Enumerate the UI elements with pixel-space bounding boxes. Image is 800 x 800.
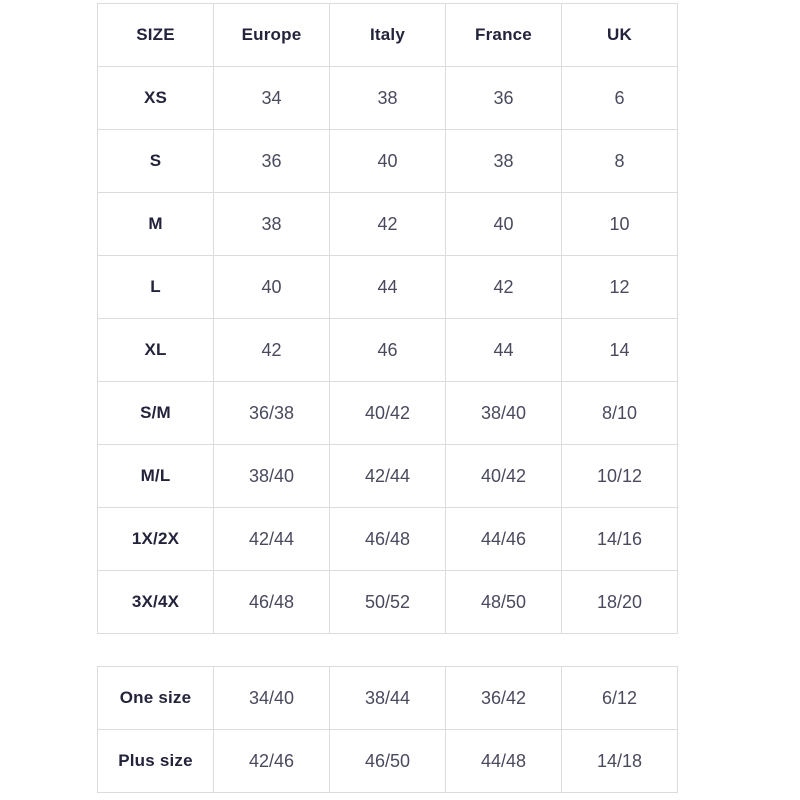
size-value-cell: 38/40 [445, 381, 562, 445]
size-value-cell: 36 [213, 129, 330, 193]
size-conversion-table: SIZE Europe Italy France UK XS 34 38 36 6 S 36 40 38… [97, 3, 678, 634]
size-value-cell: 42 [445, 255, 562, 319]
column-header-size: SIZE [97, 3, 214, 67]
size-value-cell: 38/40 [213, 444, 330, 508]
size-value-cell: 44/48 [445, 729, 562, 793]
size-value-cell: 40 [445, 192, 562, 256]
size-value-cell: 42/44 [213, 507, 330, 571]
size-conversion-table-header: SIZE Europe Italy France UK [97, 3, 678, 67]
size-value-cell: 36 [445, 66, 562, 130]
table-row: L 40 44 42 12 [97, 255, 678, 319]
size-value-cell: 38 [213, 192, 330, 256]
size-conversion-table-body: XS 34 38 36 6 S 36 40 38 8 M 38 42 40 10 L 40 44 42 12 XL 42 4… [97, 66, 678, 634]
size-value-cell: 38 [329, 66, 446, 130]
table-row: 1X/2X 42/44 46/48 44/46 14/16 [97, 507, 678, 571]
row-label: One size [97, 666, 214, 730]
size-value-cell: 46/50 [329, 729, 446, 793]
size-value-cell: 44/46 [445, 507, 562, 571]
row-label: 1X/2X [97, 507, 214, 571]
special-sizes-table-body: One size 34/40 38/44 36/42 6/12 Plus size 42/4… [97, 666, 678, 793]
size-value-cell: 40/42 [445, 444, 562, 508]
header-row: SIZE Europe Italy France UK [97, 3, 678, 67]
size-value-cell: 36/42 [445, 666, 562, 730]
table-row: 3X/4X 46/48 50/52 48/50 18/20 [97, 570, 678, 634]
size-value-cell: 42/44 [329, 444, 446, 508]
size-value-cell: 50/52 [329, 570, 446, 634]
size-value-cell: 46 [329, 318, 446, 382]
size-value-cell: 12 [561, 255, 678, 319]
size-value-cell: 44 [329, 255, 446, 319]
table-row: M 38 42 40 10 [97, 192, 678, 256]
size-value-cell: 40 [329, 129, 446, 193]
table-row: S 36 40 38 8 [97, 129, 678, 193]
size-value-cell: 36/38 [213, 381, 330, 445]
size-value-cell: 42 [329, 192, 446, 256]
size-value-cell: 6 [561, 66, 678, 130]
row-label: XS [97, 66, 214, 130]
row-label: Plus size [97, 729, 214, 793]
special-sizes-table: One size 34/40 38/44 36/42 6/12 Plus size 42/4… [97, 666, 678, 793]
table-row: XL 42 46 44 14 [97, 318, 678, 382]
table-row: XS 34 38 36 6 [97, 66, 678, 130]
size-value-cell: 34/40 [213, 666, 330, 730]
size-value-cell: 14/16 [561, 507, 678, 571]
size-value-cell: 38 [445, 129, 562, 193]
size-value-cell: 44 [445, 318, 562, 382]
size-value-cell: 8/10 [561, 381, 678, 445]
column-header-italy: Italy [329, 3, 446, 67]
size-value-cell: 40 [213, 255, 330, 319]
size-value-cell: 8 [561, 129, 678, 193]
table-row: Plus size 42/46 46/50 44/48 14/18 [97, 729, 678, 793]
row-label: M/L [97, 444, 214, 508]
size-value-cell: 14/18 [561, 729, 678, 793]
table-row: One size 34/40 38/44 36/42 6/12 [97, 666, 678, 730]
size-value-cell: 10 [561, 192, 678, 256]
table-row: S/M 36/38 40/42 38/40 8/10 [97, 381, 678, 445]
column-header-europe: Europe [213, 3, 330, 67]
size-value-cell: 40/42 [329, 381, 446, 445]
row-label: S [97, 129, 214, 193]
size-value-cell: 46/48 [329, 507, 446, 571]
size-value-cell: 14 [561, 318, 678, 382]
row-label: M [97, 192, 214, 256]
row-label: S/M [97, 381, 214, 445]
column-header-uk: UK [561, 3, 678, 67]
row-label: 3X/4X [97, 570, 214, 634]
size-value-cell: 10/12 [561, 444, 678, 508]
size-value-cell: 38/44 [329, 666, 446, 730]
size-value-cell: 6/12 [561, 666, 678, 730]
column-header-france: France [445, 3, 562, 67]
row-label: L [97, 255, 214, 319]
size-value-cell: 42 [213, 318, 330, 382]
row-label: XL [97, 318, 214, 382]
size-value-cell: 34 [213, 66, 330, 130]
size-value-cell: 48/50 [445, 570, 562, 634]
size-value-cell: 18/20 [561, 570, 678, 634]
size-value-cell: 46/48 [213, 570, 330, 634]
table-row: M/L 38/40 42/44 40/42 10/12 [97, 444, 678, 508]
size-value-cell: 42/46 [213, 729, 330, 793]
